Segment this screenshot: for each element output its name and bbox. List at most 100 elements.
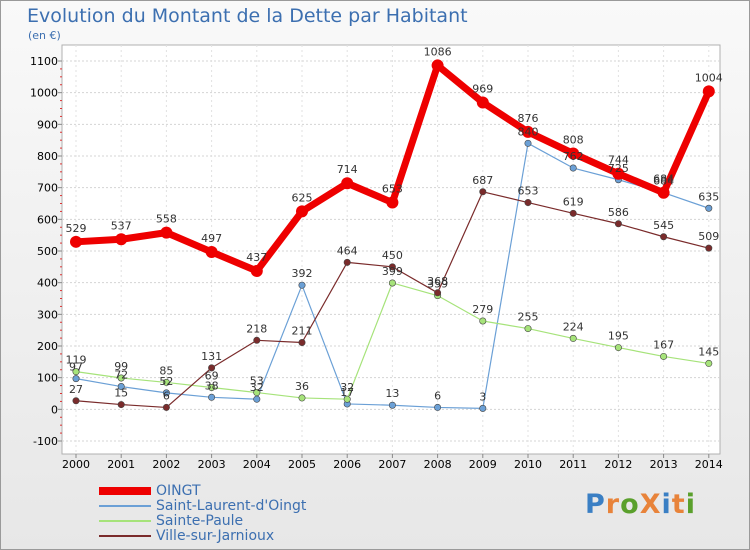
data-point [660, 352, 668, 360]
data-label: 687 [472, 174, 493, 187]
data-label: 437 [246, 251, 267, 264]
data-label: 53 [250, 375, 264, 388]
data-point [524, 199, 532, 207]
plot-area [61, 44, 721, 455]
x-tick-label: 2003 [198, 458, 226, 471]
data-label: 13 [385, 387, 399, 400]
y-tick-label: 1000 [30, 87, 58, 100]
data-label: 653 [518, 185, 539, 198]
data-point [386, 196, 399, 209]
legend-item: OINGT [99, 483, 359, 499]
logo-letter: i [661, 489, 672, 520]
data-label: 744 [608, 154, 629, 167]
data-label: 653 [382, 183, 403, 196]
x-tick-label: 2010 [514, 458, 542, 471]
data-label: 684 [653, 175, 674, 188]
data-point [250, 264, 263, 277]
data-point [388, 279, 396, 287]
data-label: 97 [69, 361, 83, 374]
chart-legend: OINGT Saint-Laurent-d'Oingt Sainte-Paule Vi… [99, 483, 359, 544]
data-point [296, 205, 308, 218]
data-point [569, 209, 577, 217]
data-point [614, 220, 622, 228]
data-point [115, 233, 128, 246]
data-point [298, 281, 306, 289]
y-tick-label: 100 [37, 372, 58, 385]
data-label: 876 [518, 112, 539, 125]
data-point [660, 233, 668, 241]
data-point [431, 59, 444, 72]
legend-swatch [99, 487, 151, 495]
y-tick-label: 900 [37, 118, 58, 131]
data-point [434, 403, 442, 411]
data-label: 38 [205, 379, 219, 392]
data-label: 969 [472, 82, 493, 95]
data-point [162, 378, 170, 386]
legend-item: Ville-sur-Jarnioux [99, 528, 359, 544]
y-tick-label: -100 [33, 435, 58, 448]
data-point [117, 383, 125, 391]
x-tick-label: 2000 [62, 458, 90, 471]
data-point [524, 325, 532, 333]
data-point [72, 397, 80, 405]
data-label: 69 [205, 369, 219, 382]
data-label: 1004 [695, 71, 723, 84]
data-label: 392 [292, 267, 313, 280]
data-label: 464 [337, 244, 358, 257]
data-label: 399 [382, 265, 403, 278]
x-tick-label: 2014 [695, 458, 723, 471]
data-label: 684 [653, 173, 674, 186]
y-tick-label: 400 [37, 277, 58, 290]
data-point [70, 235, 82, 248]
data-point [522, 125, 534, 138]
data-label: 840 [518, 125, 539, 138]
data-point [298, 394, 306, 402]
data-label: 509 [698, 230, 719, 243]
data-point [253, 395, 261, 403]
data-label: 85 [159, 364, 173, 377]
data-point [476, 96, 489, 109]
legend-item: Sainte-Paule [99, 513, 359, 529]
legend-swatch [99, 505, 151, 507]
data-label: 15 [114, 387, 128, 400]
proxiti-logo: ProXiti [585, 489, 696, 520]
data-point [479, 317, 487, 325]
data-point [162, 389, 170, 397]
x-tick-label: 2005 [288, 458, 316, 471]
data-label: 635 [698, 190, 719, 203]
legend-label: OINGT [156, 483, 201, 499]
data-label: 32 [250, 381, 264, 394]
data-label: 625 [292, 191, 313, 204]
data-point [343, 395, 351, 403]
legend-swatch [99, 520, 151, 522]
data-label: 359 [427, 278, 448, 291]
data-label: 145 [698, 345, 719, 358]
data-label: 36 [295, 380, 309, 393]
x-tick-label: 2009 [469, 458, 497, 471]
legend-swatch [99, 535, 151, 537]
data-label: 808 [563, 133, 584, 146]
logo-letter: r [605, 489, 621, 520]
data-label: 714 [337, 163, 358, 176]
data-label: 368 [427, 275, 448, 288]
data-point [162, 403, 170, 411]
logo-letter: t [671, 489, 686, 520]
data-point [567, 147, 580, 160]
x-tick-label: 2013 [650, 458, 678, 471]
data-label: 279 [472, 303, 493, 316]
data-point [117, 401, 125, 409]
data-label: 1086 [424, 45, 452, 58]
data-point [657, 186, 670, 199]
x-tick-label: 2006 [333, 458, 361, 471]
data-point [343, 258, 351, 266]
data-point [208, 393, 216, 401]
data-label: 497 [201, 232, 222, 245]
data-point [614, 344, 622, 352]
x-tick-label: 2002 [152, 458, 180, 471]
data-label: 72 [114, 369, 128, 382]
data-point [479, 404, 487, 412]
logo-letter: X [639, 489, 662, 520]
logo-letter: o [620, 489, 640, 520]
